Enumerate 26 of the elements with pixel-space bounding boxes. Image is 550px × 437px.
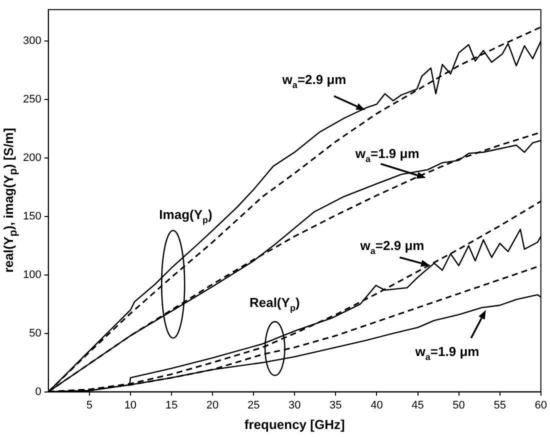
x-tick-label: 15 bbox=[165, 399, 178, 412]
y-tick-label: 250 bbox=[22, 94, 42, 106]
y-tick-label: 50 bbox=[29, 327, 42, 340]
y-tick-label: 150 bbox=[22, 210, 42, 223]
annotation: w$_{a}$=1.9 μm bbox=[415, 344, 480, 362]
x-tick-label: 25 bbox=[247, 399, 260, 412]
x-tick-label: 10 bbox=[124, 399, 137, 412]
y-tick-label: 0 bbox=[35, 386, 42, 398]
x-tick-label: 55 bbox=[494, 399, 506, 412]
annotation: Imag(Y$_{p}$) bbox=[159, 208, 212, 226]
x-tick-label: 5 bbox=[86, 399, 92, 412]
x-tick-label: 20 bbox=[206, 399, 219, 412]
x-tick-label: 60 bbox=[534, 399, 548, 412]
x-tick-label: 35 bbox=[330, 399, 342, 412]
y-tick-label: 100 bbox=[22, 268, 42, 281]
y-tick-label: 300 bbox=[22, 35, 42, 48]
x-tick-label: 50 bbox=[452, 399, 465, 412]
x-axis-title: frequency [GHz] bbox=[244, 417, 345, 432]
y-tick-label: 200 bbox=[22, 152, 42, 164]
x-tick-label: 40 bbox=[370, 399, 383, 412]
annotation: w$_{a}$=2.9 μm bbox=[360, 238, 424, 256]
annotation: w$_{a}$=2.9 μm bbox=[282, 72, 346, 90]
x-tick-label: 45 bbox=[412, 399, 424, 412]
annotation: w$_{a}$=1.9 μm bbox=[355, 146, 420, 164]
annotation: Real(Y$_{p}$) bbox=[249, 295, 300, 313]
x-tick-label: 30 bbox=[288, 399, 301, 412]
